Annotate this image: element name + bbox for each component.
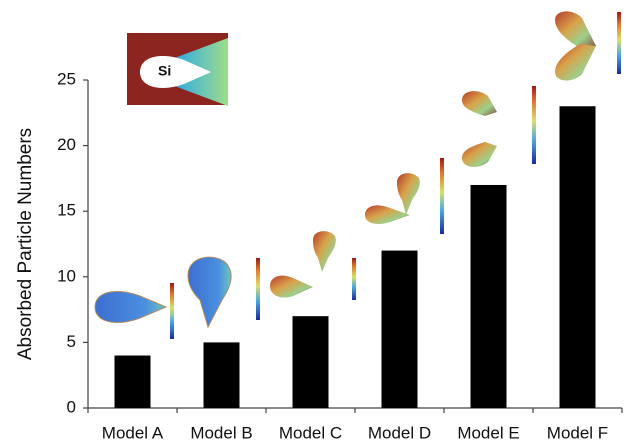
- bar: [204, 342, 240, 408]
- bar: [115, 356, 151, 408]
- y-tick-label: 10: [57, 266, 76, 285]
- x-tick-label: Model F: [547, 423, 608, 442]
- y-tick-label: 5: [67, 332, 76, 351]
- bar: [382, 251, 418, 408]
- bar: [293, 316, 329, 408]
- x-tick-label: Model E: [457, 423, 519, 442]
- x-tick-label: Model D: [368, 423, 431, 442]
- y-tick-label: 15: [57, 201, 76, 220]
- x-tick-label: Model C: [279, 423, 342, 442]
- y-tick-label: 25: [57, 69, 76, 88]
- y-axis-label: Absorbed Particle Numbers: [15, 128, 36, 360]
- chart: Si Absorbed Particle Numbers 0 5 10 15 20 25 M…: [0, 0, 627, 443]
- decoration: [95, 11, 621, 339]
- x-tick-label: Model A: [102, 423, 164, 442]
- bar: [471, 185, 507, 408]
- y-tick-label: 0: [67, 397, 76, 416]
- y-tick-label: 20: [57, 135, 76, 154]
- x-tick-label: Model B: [190, 423, 252, 442]
- annotation: Si: [158, 63, 171, 79]
- bar: [560, 106, 596, 408]
